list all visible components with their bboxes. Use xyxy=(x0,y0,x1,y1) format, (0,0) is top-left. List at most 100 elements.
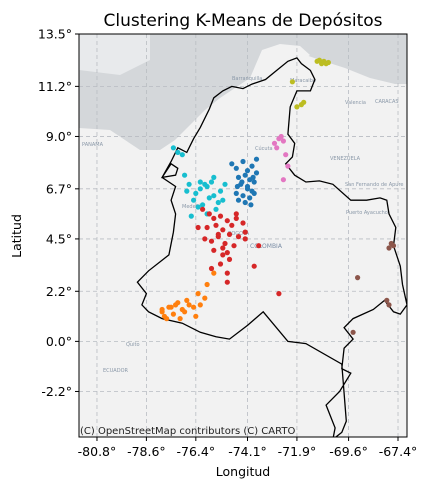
cluster-2-point xyxy=(256,243,262,249)
y-tick-label: 11.2° xyxy=(38,79,72,94)
cluster-2-point xyxy=(224,279,230,285)
cluster-2-point xyxy=(233,215,239,221)
cluster-4-point xyxy=(278,133,284,140)
cluster-3-point xyxy=(175,300,181,306)
x-tick-label: -67.4° xyxy=(379,444,418,459)
cluster-0-point xyxy=(253,170,260,176)
cluster-5-point xyxy=(301,99,307,105)
plot-frame xyxy=(78,33,408,438)
cluster-3-point xyxy=(191,304,197,310)
cluster-0-point xyxy=(253,156,260,162)
basemap-label-caracas: CARACAS xyxy=(375,99,399,105)
basemap-label-valencia: Valencia xyxy=(345,100,366,106)
basemap-label-medellin: Medellín xyxy=(182,203,203,210)
cluster-1-point xyxy=(213,206,219,212)
cluster-2-point xyxy=(229,222,235,228)
y-tick-label: 2.2° xyxy=(46,284,72,299)
chart-title: Clustering K-Means de Depósitos xyxy=(103,11,382,31)
cluster-2-point xyxy=(233,211,239,217)
cluster-2-point xyxy=(224,270,230,276)
cluster-3-point xyxy=(197,302,203,308)
cluster-2-point xyxy=(195,224,201,231)
cluster-1-point xyxy=(206,195,212,201)
basemap-label-panama: PANAMA xyxy=(82,142,104,148)
cluster-1-point xyxy=(222,181,228,187)
cluster-2-point xyxy=(220,245,226,251)
cluster-5-point xyxy=(294,104,300,110)
cluster-0-point xyxy=(242,199,248,206)
cluster-0-point xyxy=(233,190,239,196)
cluster-5-point xyxy=(319,61,325,67)
cluster-1-point xyxy=(200,202,206,208)
cluster-2-point xyxy=(224,250,230,256)
cluster-1-point xyxy=(211,174,217,180)
cluster-0-point xyxy=(235,174,242,180)
cluster-1-point xyxy=(182,172,188,178)
cluster-2-point xyxy=(242,236,248,242)
y-tick-label: 9.0° xyxy=(46,129,72,144)
cluster-2-point xyxy=(206,211,212,217)
cluster-2-point xyxy=(204,224,210,231)
cluster-0-point xyxy=(249,163,255,169)
cluster-6-point xyxy=(386,302,392,308)
cluster-4-point xyxy=(280,177,286,183)
y-axis-label: Latitud xyxy=(9,214,24,258)
cluster-1-point xyxy=(186,181,192,187)
cluster-3-point xyxy=(193,313,199,319)
cluster-2-point xyxy=(235,234,242,240)
cluster-1-point xyxy=(208,179,215,185)
y-tick-label: -2.2° xyxy=(41,384,72,399)
cluster-2-point xyxy=(220,227,226,233)
cluster-6-point xyxy=(350,329,356,335)
cluster-0-point xyxy=(247,195,253,201)
cluster-1-point xyxy=(215,199,221,206)
cluster-4-point xyxy=(285,163,291,169)
cluster-3-point xyxy=(195,291,201,297)
cluster-2-point xyxy=(202,236,208,242)
cluster-2-point xyxy=(220,252,226,258)
cluster-2-point xyxy=(276,291,282,297)
basemap-label-bogota: BOGOTA xyxy=(228,231,250,237)
y-tick-label: 13.5° xyxy=(38,27,72,42)
cluster-1-point xyxy=(193,190,199,196)
cluster-6-point xyxy=(390,243,397,249)
cluster-3-point xyxy=(164,316,170,322)
cluster-1-point xyxy=(217,188,224,194)
cluster-6-point xyxy=(355,275,361,281)
cluster-3-point xyxy=(168,304,174,310)
cluster-2-point xyxy=(208,265,215,272)
cluster-0-point xyxy=(242,172,248,178)
colombia-boundary xyxy=(136,57,407,437)
cluster-1-point xyxy=(184,188,190,194)
cluster-1-point xyxy=(191,197,197,203)
cluster-3-point xyxy=(184,297,190,303)
cluster-0-point xyxy=(240,158,246,165)
x-tick-label: -80.8° xyxy=(78,444,117,459)
cluster-0-point xyxy=(251,190,257,196)
cluster-2-point xyxy=(240,220,246,226)
cluster-2-point xyxy=(231,243,237,249)
cluster-4-point xyxy=(283,152,289,158)
cluster-3-point xyxy=(159,306,165,313)
cluster-2-point xyxy=(217,261,224,267)
cluster-1-point xyxy=(202,181,208,187)
basemap-label-puerto-ayacucho: Puerto Ayacucho xyxy=(346,210,388,216)
y-tick-label: 4.5° xyxy=(46,231,72,246)
y-tick-label: 0.0° xyxy=(46,334,72,349)
cluster-0-point xyxy=(248,202,254,208)
basemap-label-barranquilla: Barranquilla xyxy=(232,76,262,82)
cluster-points xyxy=(159,57,397,335)
x-axis-ticks: -80.8° -78.6° -76.4° -74.1° -71.9° -69.6° -67.… xyxy=(78,437,418,459)
cluster-2-point xyxy=(224,218,230,224)
basemap-label-venezuela: VENEZUELA xyxy=(330,156,361,162)
cluster-1-point xyxy=(197,179,203,185)
cluster-0-point xyxy=(244,186,251,192)
cluster-0-point xyxy=(229,161,235,167)
cluster-5-point xyxy=(325,59,331,66)
basemap-label-san-fernando: San Fernando de Apure xyxy=(345,182,404,188)
x-axis-label: Longitud xyxy=(216,464,270,479)
cluster-2-point xyxy=(213,222,219,228)
cluster-0-point xyxy=(251,179,257,185)
basemap-label-ecuador: ECUADOR xyxy=(103,368,129,374)
